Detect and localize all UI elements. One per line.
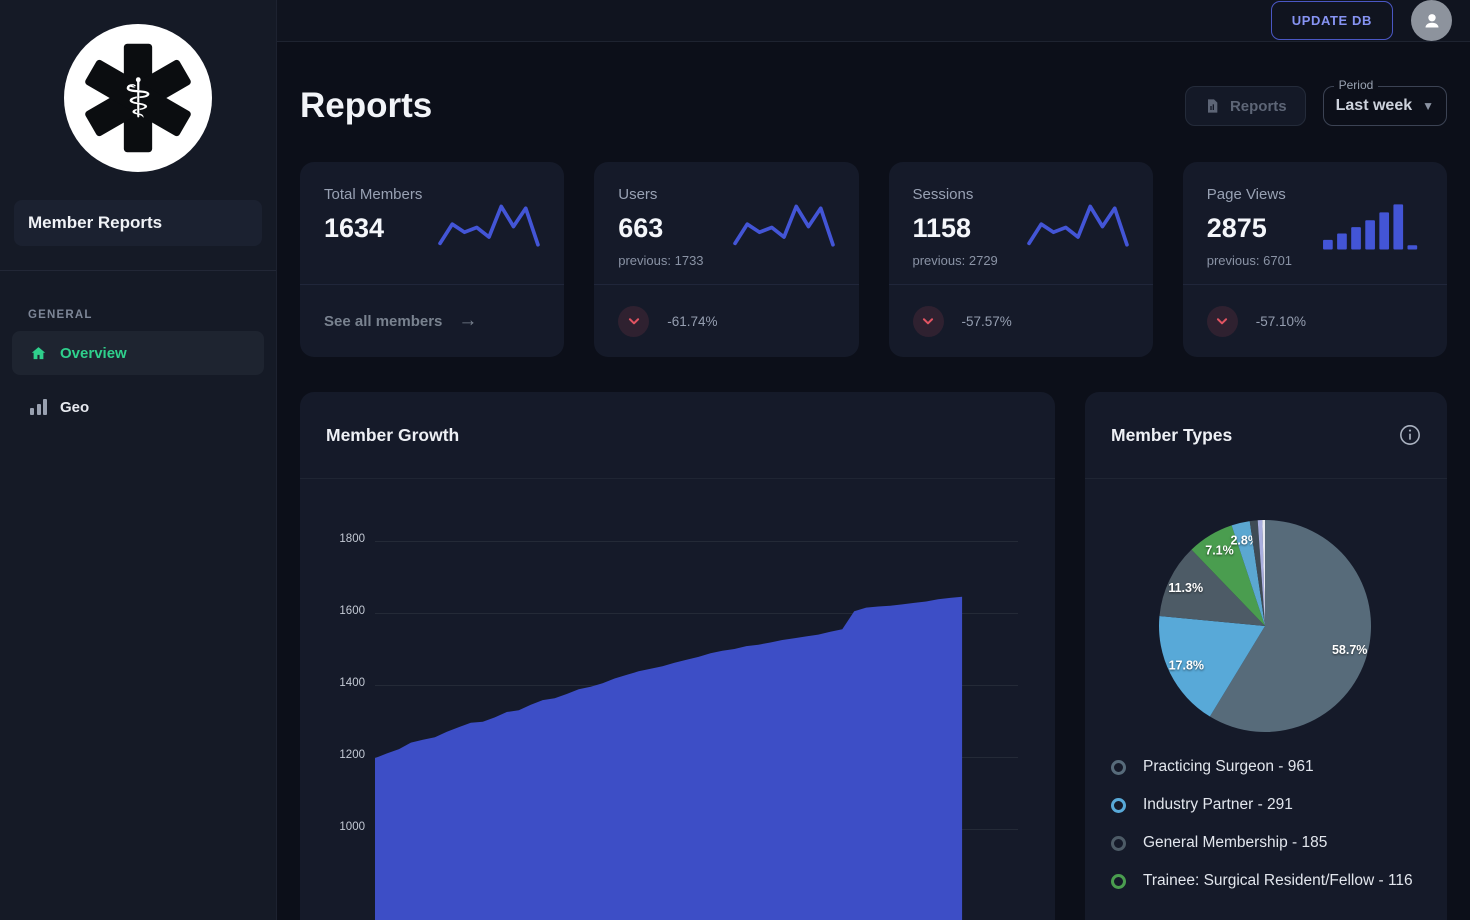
member-types-chart: 58.7% 17.8% 11.3% 7.1% 2.8% Practicing Surge… [1085, 506, 1447, 896]
y-axis-tick-label: 1000 [339, 821, 365, 833]
y-axis-tick-label: 1400 [339, 677, 365, 689]
user-avatar[interactable] [1411, 0, 1452, 41]
sidebar: ⚕ Member Reports GENERAL Overview Geo [0, 0, 277, 920]
svg-text:17.8%: 17.8% [1169, 659, 1204, 673]
legend-ring-icon [1111, 797, 1126, 813]
header-controls: Reports Period Last week ▼ [1184, 78, 1447, 126]
legend-item-industry-partner[interactable]: Industry Partner - 291 [1085, 790, 1447, 820]
delta-value: -57.57% [961, 313, 1012, 329]
stat-value: 663 [618, 212, 664, 243]
member-types-title: Member Types [1111, 424, 1233, 445]
legend-item-trainee[interactable]: Trainee: Surgical Resident/Fellow - 116 [1085, 866, 1447, 896]
delta-value: -61.74% [667, 313, 718, 329]
stat-title: Page Views [1206, 186, 1286, 203]
page-title: Reports [300, 86, 433, 125]
trend-down-badge [618, 305, 650, 337]
chevron-down-icon [628, 318, 639, 325]
stat-title: Users [618, 186, 658, 203]
legend-item-practicing-surgeon[interactable]: Practicing Surgeon - 961 [1085, 752, 1447, 782]
content: Reports Reports Period Last week ▼ [277, 42, 1470, 920]
delta-value: -57.10% [1255, 313, 1307, 329]
see-all-members-link[interactable]: See all members → [324, 310, 477, 332]
stat-card-page-views: Page Views 2875 previous: 6701 -57.10% [1182, 162, 1447, 357]
svg-text:⚕: ⚕ [123, 67, 152, 130]
sidebar-item-label: Geo [60, 398, 90, 416]
period-select-label: Period [1333, 78, 1379, 92]
sidebar-item-geo[interactable]: Geo [12, 385, 264, 429]
y-axis-tick-label: 1200 [339, 749, 365, 761]
update-db-button[interactable]: UPDATE DB [1270, 1, 1393, 40]
chevron-down-icon [922, 318, 934, 325]
period-select-value: Last week [1335, 97, 1413, 114]
legend-item-general-membership[interactable]: General Membership - 185 [1085, 828, 1447, 858]
stat-title: Sessions [912, 186, 974, 203]
member-growth-panel: Member Growth 1800 1600 1400 1200 1000 [300, 392, 1055, 920]
star-of-life-icon: ⚕ [85, 43, 191, 153]
legend-label: General Membership - 185 [1143, 834, 1328, 851]
sidebar-divider [0, 270, 276, 271]
sidebar-item-label: Overview [60, 344, 127, 362]
see-all-members-label: See all members [324, 312, 443, 330]
legend-label: Industry Partner - 291 [1143, 796, 1293, 813]
bar-chart-icon [30, 399, 47, 415]
stats-row: Total Members 1634 See all members → Use… [300, 162, 1447, 357]
reports-button-label: Reports [1229, 97, 1287, 115]
y-axis-tick-label: 1800 [339, 533, 365, 545]
stat-card-sessions: Sessions 1158 previous: 2729 -57.57% [888, 162, 1153, 357]
trend-down-badge [1206, 305, 1238, 337]
info-icon[interactable] [1399, 424, 1421, 446]
y-axis-tick-label: 1600 [339, 605, 365, 617]
chevron-down-icon [1217, 318, 1228, 325]
svg-text:2.8%: 2.8% [1230, 533, 1259, 547]
member-types-panel: Member Types 58.7% 17.8% 11.3% 7.1% 2.8% [1085, 392, 1447, 920]
sidebar-item-overview[interactable]: Overview [12, 331, 264, 375]
sparkline-chart [732, 196, 835, 256]
stat-card-total-members: Total Members 1634 See all members → [300, 162, 565, 357]
stat-previous: previous: 1733 [618, 252, 704, 268]
svg-text:11.3%: 11.3% [1168, 581, 1203, 595]
stat-value: 1158 [912, 212, 972, 243]
arrow-right-icon: → [458, 310, 478, 331]
trend-down-badge [912, 305, 944, 337]
sidebar-section-label: GENERAL [28, 309, 93, 321]
stat-previous: previous: 2729 [912, 252, 998, 268]
person-icon [1425, 13, 1438, 27]
home-icon [31, 346, 46, 359]
legend-ring-icon [1111, 835, 1126, 851]
pie-chart: 58.7% 17.8% 11.3% 7.1%2.8% [1158, 519, 1372, 732]
legend-label: Practicing Surgeon - 961 [1143, 758, 1314, 775]
stat-value: 2875 [1206, 212, 1267, 243]
star-of-life-logo-icon: ⚕ [64, 24, 212, 172]
stat-title: Total Members [324, 186, 423, 203]
topbar: UPDATE DB [277, 0, 1470, 42]
svg-text:58.7%: 58.7% [1332, 643, 1367, 657]
logo-container: ⚕ [0, 24, 276, 172]
pie-legend: Practicing Surgeon - 961 Industry Partne… [1085, 752, 1447, 896]
stat-previous: previous: 6701 [1206, 252, 1293, 268]
page-header: Reports Reports Period Last week ▼ [300, 78, 1447, 126]
legend-ring-icon [1111, 873, 1126, 889]
svg-text:7.1%: 7.1% [1205, 544, 1234, 558]
workspace-title: Member Reports [14, 200, 262, 246]
chevron-down-icon: ▼ [1422, 99, 1434, 113]
charts-row: Member Growth 1800 1600 1400 1200 1000 Membe… [300, 392, 1447, 920]
legend-label: Trainee: Surgical Resident/Fellow - 116 [1143, 872, 1413, 889]
sparkline-chart [1026, 196, 1129, 256]
main-area: UPDATE DB Reports Reports Period [277, 0, 1470, 920]
area-chart [375, 541, 1018, 920]
report-file-icon [1207, 99, 1218, 113]
sparkline-bar-chart [1321, 196, 1423, 256]
legend-ring-icon [1111, 759, 1126, 775]
member-growth-chart: 1800 1600 1400 1200 1000 [300, 479, 1055, 920]
member-growth-title: Member Growth [326, 424, 460, 445]
sparkline-chart [438, 196, 541, 256]
period-select[interactable]: Period Last week ▼ [1322, 78, 1447, 126]
reports-button[interactable]: Reports [1184, 86, 1306, 126]
stat-card-users: Users 663 previous: 1733 -61.74% [594, 162, 859, 357]
stat-value: 1634 [324, 212, 385, 243]
